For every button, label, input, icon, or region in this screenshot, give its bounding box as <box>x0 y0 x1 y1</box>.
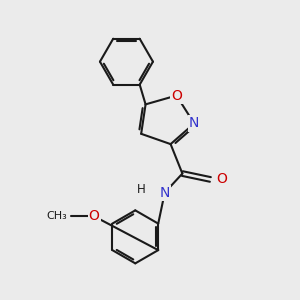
Text: O: O <box>216 172 227 186</box>
Text: O: O <box>171 88 182 103</box>
Text: O: O <box>88 209 100 223</box>
Text: N: N <box>160 186 170 200</box>
Text: N: N <box>189 116 200 130</box>
Text: CH₃: CH₃ <box>47 211 68 221</box>
Text: H: H <box>137 183 146 196</box>
